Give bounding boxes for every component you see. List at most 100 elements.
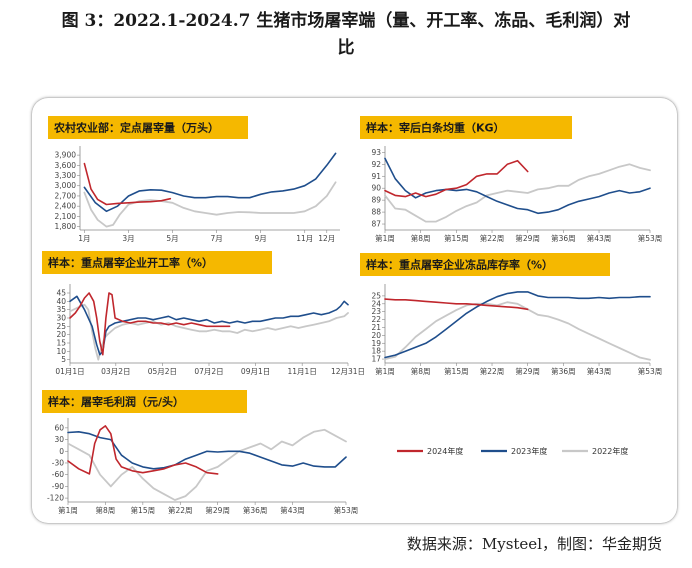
x-tick-label: 9月 <box>255 234 267 243</box>
y-tick-label: 3,300 <box>55 171 77 180</box>
x-tick-label: 第15周 <box>444 366 469 376</box>
y-tick-label: 40 <box>56 297 66 306</box>
chart-title: 样本：屠宰毛利润（元/头） <box>48 395 184 409</box>
y-tick-label: 3,900 <box>55 151 77 160</box>
x-tick-label: 09月1日 <box>241 367 270 376</box>
y-tick-label: 25 <box>371 291 381 300</box>
series-line-y2022 <box>384 163 651 223</box>
y-tick-label: 91 <box>371 172 381 181</box>
y-tick-label: 87 <box>371 220 381 229</box>
chart-title-bg <box>360 116 572 139</box>
y-tick-label: 60 <box>54 423 64 432</box>
x-tick-label: 7月 <box>210 234 222 243</box>
y-tick-label: 18 <box>371 347 381 356</box>
x-tick-label: 第29周 <box>205 505 230 515</box>
x-tick-label: 3月 <box>122 234 134 243</box>
series-line-y2022 <box>384 301 651 361</box>
x-tick-label: 第8周 <box>411 233 431 243</box>
series-line-y2024 <box>384 159 529 198</box>
chart-title: 农村农业部：定点屠宰量（万头） <box>53 121 219 135</box>
x-tick-label: 03月2日 <box>101 367 130 376</box>
y-tick-label: 3,000 <box>55 181 77 190</box>
y-tick-label: 22 <box>371 315 381 324</box>
y-tick-label: 93 <box>371 148 381 157</box>
y-tick-label: 0 <box>59 447 64 456</box>
y-tick-label: -120 <box>47 494 64 503</box>
x-tick-label: 第36周 <box>551 366 576 376</box>
y-tick-label: 88 <box>371 208 381 217</box>
x-tick-label: 第22周 <box>168 505 193 515</box>
x-tick-label: 第15周 <box>444 233 469 243</box>
y-tick-label: 17 <box>371 355 381 364</box>
y-tick-label: 5 <box>61 355 66 364</box>
x-tick-label: 07月2日 <box>194 367 223 376</box>
y-tick-label: -30 <box>52 458 64 467</box>
series-line-y2024 <box>67 425 219 475</box>
figure-title-line2: 比 <box>337 38 355 58</box>
series-line-y2023 <box>384 157 651 215</box>
series-line-y2023 <box>83 152 337 213</box>
y-tick-label: 2,100 <box>55 212 77 221</box>
y-tick-label: 2,400 <box>55 202 77 211</box>
chart-title-bg <box>42 251 272 274</box>
x-tick-label: 第1周 <box>58 505 78 515</box>
y-tick-label: 25 <box>56 322 66 331</box>
x-tick-label: 第1周 <box>375 366 395 376</box>
legend: 2024年度 2023年度 2022年度 <box>397 446 628 456</box>
y-tick-label: 24 <box>371 299 381 308</box>
x-tick-label: 第53周 <box>334 505 359 515</box>
chart-slaughter-margin: 样本：屠宰毛利润（元/头） -120 -90 -60 -30 0 30 60 第1周 第8周 第15… <box>42 390 358 515</box>
chart-title: 样本：重点屠宰企业开工率（%） <box>48 256 213 270</box>
x-tick-label: 第36周 <box>243 505 268 515</box>
x-tick-label: 第43周 <box>587 366 612 376</box>
series-line-y2022 <box>69 303 349 361</box>
legend-label-y2023: 2023年度 <box>511 446 547 456</box>
figure-title-line1: 图 3：2022.1-2024.7 生猪市场屠宰端（量、开工率、冻品、毛利润）对 <box>61 11 631 31</box>
y-tick-label: 15 <box>56 339 66 348</box>
y-tick-label: 3,600 <box>55 161 77 170</box>
series-line-y2024 <box>384 298 529 311</box>
x-tick-label: 第22周 <box>480 366 505 376</box>
x-tick-label: 12月 <box>318 234 335 243</box>
y-tick-label: 45 <box>56 289 66 298</box>
x-tick-label: 5月 <box>166 234 178 243</box>
x-tick-label: 第22周 <box>480 233 505 243</box>
series-line-y2024 <box>83 162 172 206</box>
y-tick-label: 90 <box>371 184 381 193</box>
x-tick-label: 第15周 <box>131 505 156 515</box>
chart-panel-frame <box>32 98 677 523</box>
y-tick-label: 19 <box>371 339 381 348</box>
y-tick-label: 20 <box>371 331 381 340</box>
chart-carcass-weight: 样本：宰后白条均重（KG） 87 88 89 90 91 92 93 第1周 第8周 第15周 第22… <box>360 116 662 243</box>
x-tick-label: 第53周 <box>638 233 663 243</box>
chart-title-bg <box>48 116 248 139</box>
x-tick-label: 11月 <box>296 234 313 243</box>
x-tick-label: 第1周 <box>375 233 395 243</box>
y-tick-label: 35 <box>56 305 66 314</box>
y-tick-label: -90 <box>52 482 64 491</box>
series-line-y2023 <box>384 291 651 359</box>
x-tick-label: 第29周 <box>515 366 540 376</box>
series-line-y2023 <box>69 295 349 356</box>
series-line-y2022 <box>67 428 347 501</box>
y-tick-label: 1,800 <box>55 222 77 231</box>
chart-title: 样本：宰后白条均重（KG） <box>366 121 505 135</box>
x-tick-label: 第53周 <box>638 366 663 376</box>
x-tick-label: 1月 <box>78 234 90 243</box>
x-tick-label: 第36周 <box>551 233 576 243</box>
legend-label-y2022: 2022年度 <box>592 446 628 456</box>
y-tick-label: 2,700 <box>55 191 77 200</box>
x-tick-label: 11月1日 <box>288 367 317 376</box>
source-note: 数据来源：Mysteel，制图：华金期货 <box>406 535 662 553</box>
chart-title-bg <box>360 253 610 276</box>
chart-title-bg <box>42 390 247 413</box>
y-tick-label: -60 <box>52 470 64 479</box>
x-tick-label: 第29周 <box>515 233 540 243</box>
x-tick-label: 第8周 <box>96 505 116 515</box>
series-line-y2023 <box>67 430 347 470</box>
y-tick-label: 89 <box>371 196 381 205</box>
y-tick-label: 20 <box>56 330 66 339</box>
